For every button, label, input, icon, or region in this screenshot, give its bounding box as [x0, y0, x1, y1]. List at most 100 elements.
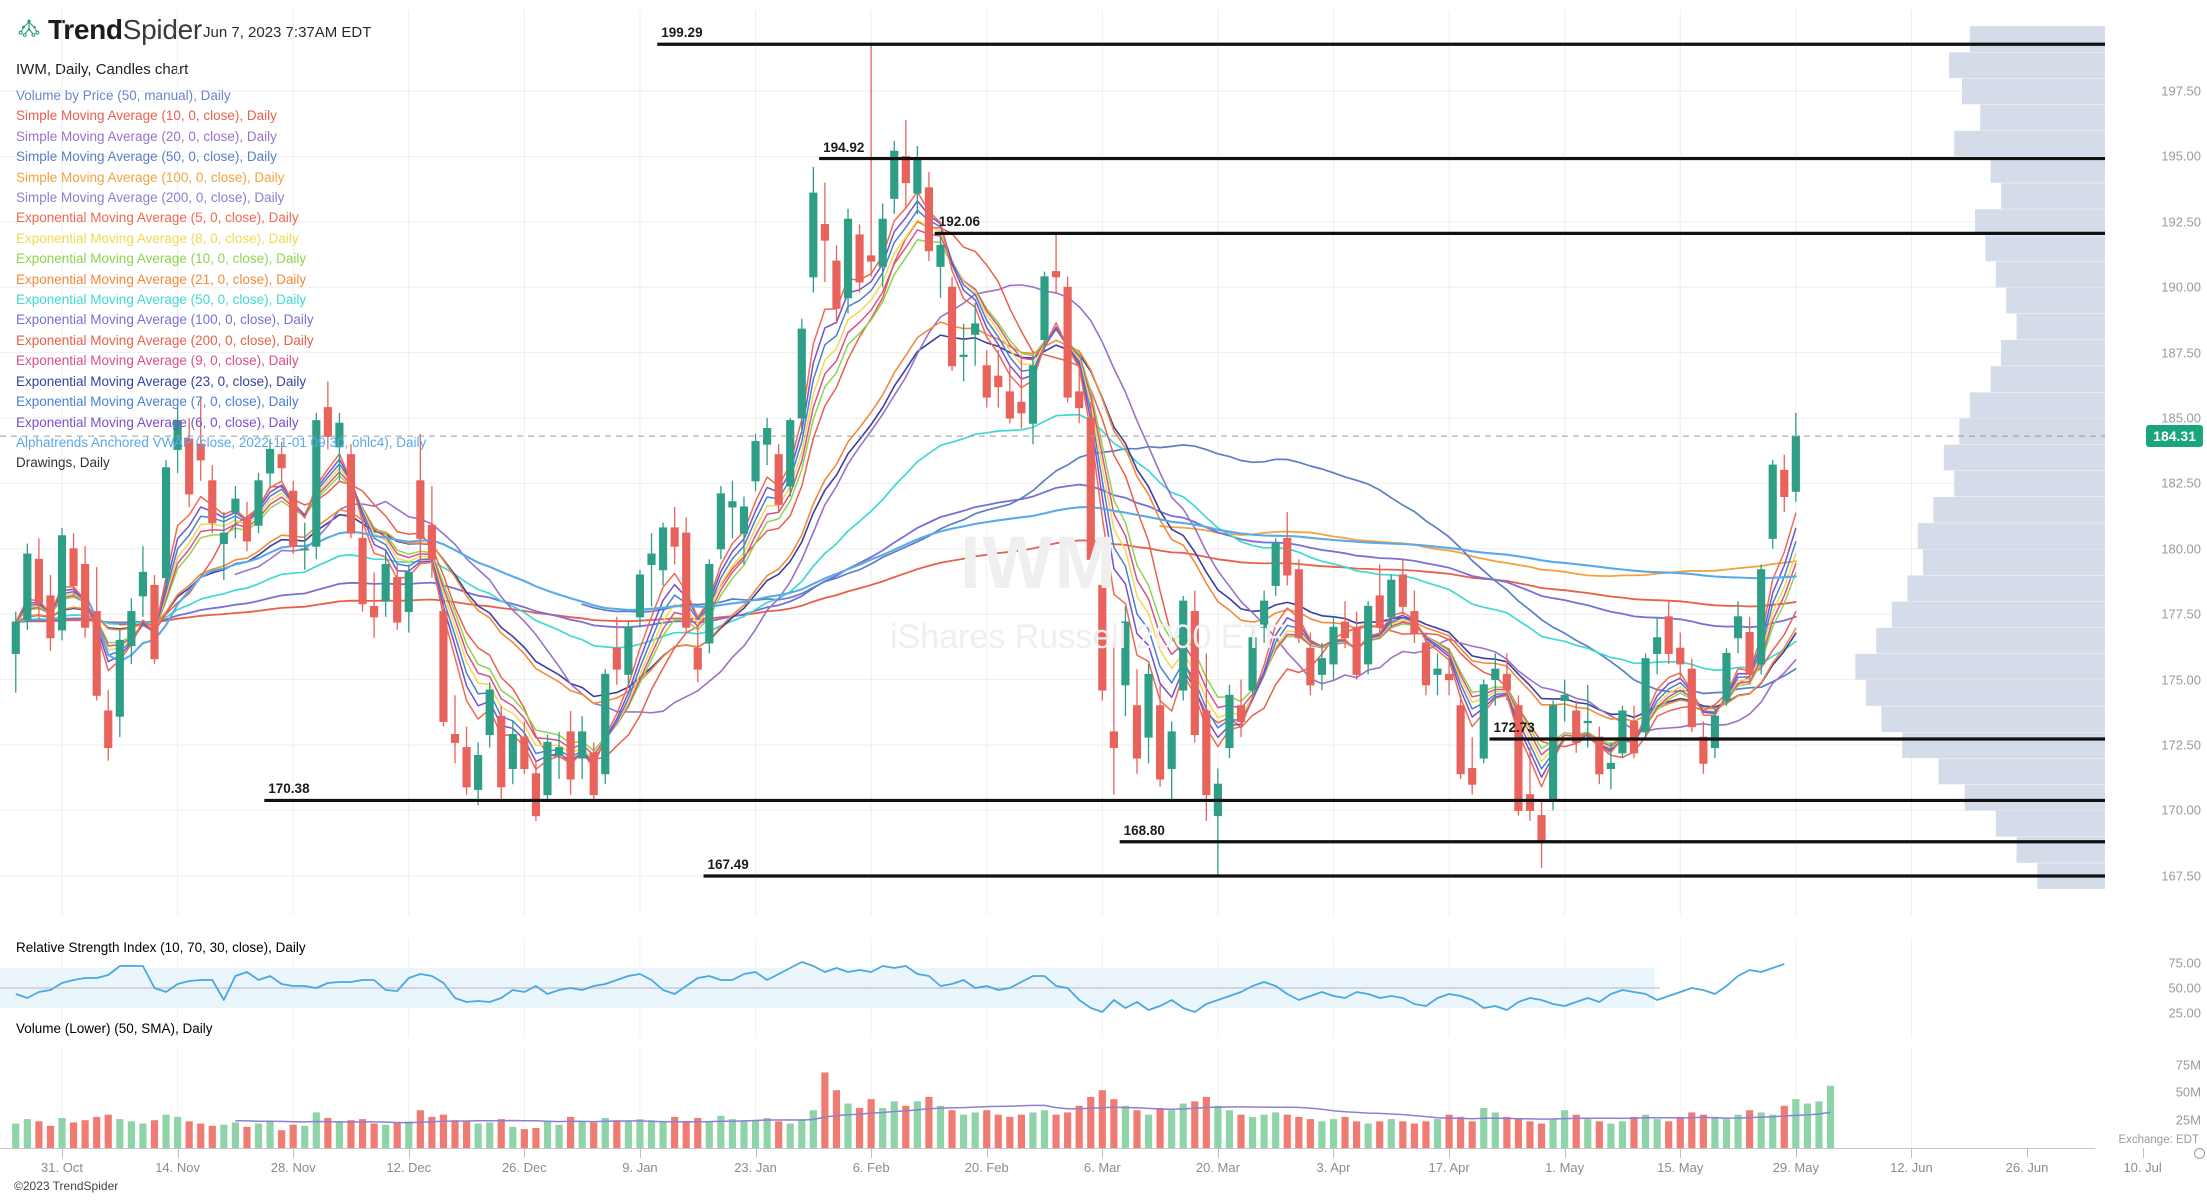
legend-item-label: Exponential Moving Average (21, 0, close…	[16, 271, 307, 287]
date-tick: 20. Feb	[964, 1160, 1009, 1175]
date-tick: 9. Jan	[622, 1160, 658, 1175]
watermark-symbol: IWM	[960, 521, 1119, 604]
date-tick: 15. May	[1657, 1160, 1704, 1175]
date-gridline	[293, 1148, 295, 1158]
legend-item-5[interactable]: Simple Moving Average (200, 0, close), D…	[16, 188, 636, 208]
legend-item-18[interactable]: Drawings, Daily	[16, 453, 636, 473]
date-gridline	[524, 1148, 526, 1158]
volume-tick: 50M	[2175, 1084, 2201, 1100]
legend-item-label: Simple Moving Average (50, 0, close), Da…	[16, 149, 277, 165]
level-price-text: 199.29	[661, 25, 703, 41]
legend-item-label: Simple Moving Average (200, 0, close), D…	[16, 190, 285, 206]
legend-item-label: Exponential Moving Average (7, 0, close)…	[16, 394, 299, 410]
price-chart-pane[interactable]	[0, 10, 2105, 915]
level-label[interactable]: 167.49	[708, 857, 749, 872]
legend-item-15[interactable]: Exponential Moving Average (7, 0, close)…	[16, 392, 636, 412]
legend-item-label: Exponential Moving Average (200, 0, clos…	[16, 332, 314, 348]
legend-item-label: Exponential Moving Average (10, 0, close…	[16, 251, 307, 267]
date-gridline	[408, 1148, 410, 1158]
exchange-label: Exchange: EDT	[2118, 1134, 2199, 1146]
volume-label: Volume (Lower) (50, SMA), Daily	[16, 1021, 213, 1036]
date-gridline	[1217, 1148, 1219, 1158]
price-tick: 187.50	[2161, 345, 2201, 361]
date-tick: 14. Nov	[155, 1160, 200, 1175]
rsi-tick: 25.00	[2168, 1005, 2201, 1021]
legend-item-9[interactable]: Exponential Moving Average (21, 0, close…	[16, 270, 636, 290]
legend-item-label: Simple Moving Average (100, 0, close), D…	[16, 169, 285, 185]
date-gridline	[1911, 1148, 1913, 1158]
rsi-tick: 50.00	[2168, 980, 2201, 996]
legend-item-0[interactable]: Volume by Price (50, manual), Daily	[16, 86, 636, 106]
legend-item-12[interactable]: Exponential Moving Average (200, 0, clos…	[16, 331, 636, 351]
volume-pane[interactable]	[0, 1048, 2105, 1148]
price-tick: 170.00	[2161, 802, 2201, 818]
legend-item-1[interactable]: Simple Moving Average (10, 0, close), Da…	[16, 106, 636, 126]
legend-item-label: Exponential Moving Average (5, 0, close)…	[16, 210, 299, 226]
level-label[interactable]: 192.06	[939, 214, 980, 229]
date-gridline	[2142, 1148, 2144, 1158]
legend-item-6[interactable]: Exponential Moving Average (5, 0, close)…	[16, 208, 636, 228]
level-label[interactable]: 168.80	[1124, 823, 1165, 838]
legend-item-11[interactable]: Exponential Moving Average (100, 0, clos…	[16, 310, 636, 330]
volume-tick: 75M	[2175, 1057, 2201, 1073]
level-label[interactable]: 172.73	[1494, 720, 1535, 735]
axis-line	[0, 1148, 2095, 1149]
legend-item-13[interactable]: Exponential Moving Average (9, 0, close)…	[16, 351, 636, 371]
legend-item-2[interactable]: Simple Moving Average (20, 0, close), Da…	[16, 127, 636, 147]
price-tick: 180.00	[2161, 541, 2201, 557]
legend-item-label: Drawings, Daily	[16, 455, 110, 471]
price-tick: 182.50	[2161, 475, 2201, 491]
legend-item-label: Alphatrends Anchored VWAP (close, 2022-1…	[16, 434, 427, 450]
date-tick: 31. Oct	[41, 1160, 83, 1175]
legend-item-4[interactable]: Simple Moving Average (100, 0, close), D…	[16, 168, 636, 188]
date-tick: 6. Feb	[852, 1160, 890, 1175]
date-gridline	[177, 1148, 179, 1158]
rsi-pane[interactable]	[0, 938, 2105, 1038]
date-axis[interactable]: Exchange: EDT 31. Oct 14. Nov 28. Nov 12. D…	[0, 1134, 2207, 1182]
date-tick: 1. May	[1545, 1160, 1585, 1175]
legend-item-label: Exponential Moving Average (8, 0, close)…	[16, 230, 299, 246]
rsi-axis: 75.00 50.00 25.00	[2105, 938, 2207, 1038]
price-tick: 172.50	[2161, 737, 2201, 753]
indicator-legend[interactable]: Volume by Price (50, manual), Daily Simpl…	[16, 86, 636, 474]
current-price-badge[interactable]: 184.31	[2146, 425, 2203, 448]
legend-item-3[interactable]: Simple Moving Average (50, 0, close), Da…	[16, 147, 636, 167]
legend-item-8[interactable]: Exponential Moving Average (10, 0, close…	[16, 249, 636, 269]
date-tick: 26. Dec	[501, 1160, 547, 1175]
level-price-text: 167.49	[707, 857, 749, 873]
price-axis[interactable]: 197.50 195.00 192.50 190.00 187.50 185.00 182.…	[2105, 10, 2207, 915]
date-tick: 26. Jun	[2005, 1160, 2049, 1175]
legend-item-label: Volume by Price (50, manual), Daily	[16, 88, 231, 103]
date-gridline	[2027, 1148, 2028, 1158]
legend-item-17[interactable]: Alphatrends Anchored VWAP (close, 2022-1…	[16, 433, 636, 453]
level-label[interactable]: 170.38	[268, 781, 309, 796]
legend-item-14[interactable]: Exponential Moving Average (23, 0, close…	[16, 372, 636, 392]
date-gridline	[639, 1148, 641, 1158]
date-tick: 20. Mar	[1195, 1160, 1240, 1175]
date-gridline	[986, 1148, 988, 1158]
legend-item-10[interactable]: Exponential Moving Average (50, 0, close…	[16, 290, 636, 310]
legend-item-7[interactable]: Exponential Moving Average (8, 0, close)…	[16, 229, 636, 249]
date-tick: 6. Mar	[1083, 1160, 1121, 1175]
rsi-tick: 75.00	[2168, 955, 2201, 971]
price-tick: 175.00	[2161, 672, 2201, 688]
level-price-text: 194.92	[823, 139, 865, 155]
date-gridline	[1564, 1148, 1566, 1158]
date-tick: 12. Jun	[1890, 1160, 1933, 1175]
date-gridline	[1795, 1148, 1797, 1158]
level-price-text: 168.80	[1123, 822, 1165, 838]
level-label[interactable]: 194.92	[823, 140, 864, 155]
level-label[interactable]: 199.29	[661, 25, 702, 40]
legend-item-label: Simple Moving Average (20, 0, close), Da…	[16, 128, 277, 144]
trendspider-spider-logo-icon	[18, 19, 40, 37]
date-tick: 23. Jan	[734, 1160, 777, 1175]
crosshair-handle-icon[interactable]	[2194, 1148, 2205, 1159]
legend-item-label: Exponential Moving Average (100, 0, clos…	[16, 312, 314, 328]
date-gridline	[62, 1148, 63, 1158]
watermark-name: iShares Russell 2000 ETF	[890, 618, 1285, 656]
legend-item-16[interactable]: Exponential Moving Average (6, 0, close)…	[16, 413, 636, 433]
level-price-text: 192.06	[938, 214, 980, 230]
price-tick: 177.50	[2161, 606, 2201, 622]
date-tick: 29. May	[1772, 1160, 1819, 1175]
date-tick: 28. Nov	[270, 1160, 316, 1175]
